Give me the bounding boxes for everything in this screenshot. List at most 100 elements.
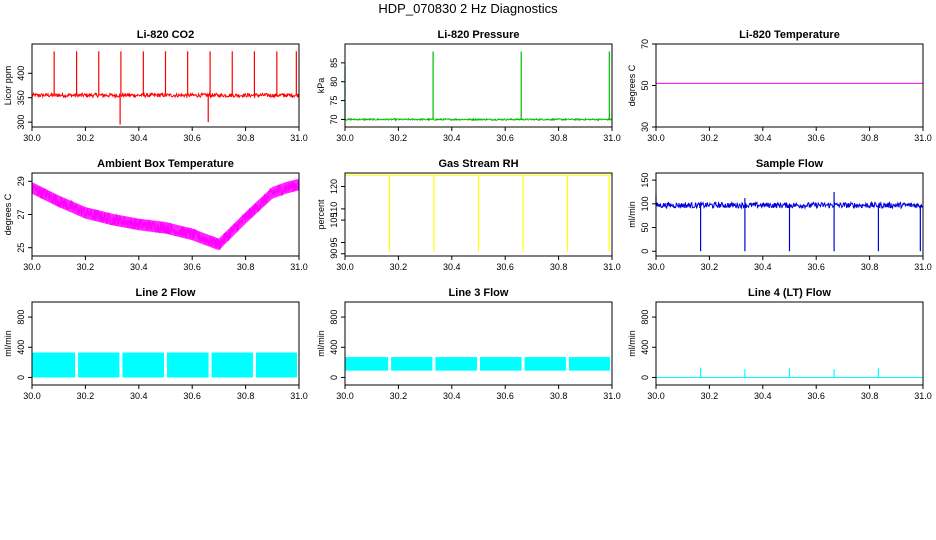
y-tick-label: 110 xyxy=(329,202,339,216)
x-tick-label: 30.2 xyxy=(390,262,408,272)
x-tick-label: 31.0 xyxy=(914,133,932,143)
data-series xyxy=(31,178,300,251)
y-tick-label: 70 xyxy=(640,39,650,49)
x-tick-label: 30.6 xyxy=(183,133,201,143)
plot-frame xyxy=(344,301,613,386)
chart-panel: Line 3 Flow ml/min 30.0 30.2 30.4 30.6 30.8 31.… xyxy=(316,287,621,401)
chart-panel: Line 2 Flow ml/min 30.0 30.2 30.4 30.6 30.8 31.… xyxy=(3,287,308,401)
x-tick-label: 31.0 xyxy=(603,391,621,401)
data-series xyxy=(345,174,612,252)
data-series xyxy=(32,352,297,378)
chart-title: Li-820 Temperature xyxy=(739,29,840,41)
y-axis-label: kPa xyxy=(316,78,326,94)
y-tick-label: 70 xyxy=(329,114,339,124)
x-tick-label: 30.4 xyxy=(130,262,148,272)
x-tick-label: 30.4 xyxy=(754,133,772,143)
y-tick-label: 80 xyxy=(329,77,339,87)
data-band xyxy=(568,357,610,371)
data-line xyxy=(655,200,924,210)
plot-frame xyxy=(344,43,613,128)
chart-title: Li-820 CO2 xyxy=(137,29,194,41)
x-tick-label: 30.6 xyxy=(807,262,825,272)
y-tick-label: 105 xyxy=(329,213,339,228)
y-tick-label: 800 xyxy=(16,310,26,325)
x-tick-label: 30.6 xyxy=(807,133,825,143)
x-tick-label: 30.2 xyxy=(390,133,408,143)
y-tick-label: 400 xyxy=(16,340,26,355)
plot-frame xyxy=(31,43,300,128)
data-band xyxy=(122,352,164,378)
y-tick-label: 400 xyxy=(329,340,339,355)
x-tick-label: 30.8 xyxy=(550,262,568,272)
data-series xyxy=(31,51,300,125)
data-series xyxy=(656,367,923,378)
y-tick-label: 150 xyxy=(640,173,650,188)
data-band xyxy=(524,357,566,371)
x-tick-label: 30.6 xyxy=(496,391,514,401)
x-tick-label: 30.4 xyxy=(130,391,148,401)
x-tick-label: 30.0 xyxy=(336,262,354,272)
y-tick-label: 400 xyxy=(16,66,26,81)
plot-frame xyxy=(344,172,613,257)
y-tick-label: 95 xyxy=(329,238,339,248)
y-tick-label: 30 xyxy=(640,122,650,132)
x-tick-label: 30.0 xyxy=(336,391,354,401)
y-tick-label: 85 xyxy=(329,58,339,68)
y-tick-label: 100 xyxy=(640,196,650,211)
data-band xyxy=(345,357,389,371)
plot-frame xyxy=(31,301,300,386)
y-tick-label: 27 xyxy=(16,209,26,219)
x-tick-label: 30.6 xyxy=(183,391,201,401)
data-series xyxy=(345,357,610,371)
x-tick-label: 30.6 xyxy=(496,133,514,143)
y-tick-label: 800 xyxy=(640,310,650,325)
data-series xyxy=(344,51,613,122)
x-tick-label: 31.0 xyxy=(603,133,621,143)
chart-panel: Li-820 Temperature degrees C 30.0 30.2 30.4 3… xyxy=(627,29,932,143)
plot-frame xyxy=(655,43,924,128)
x-tick-label: 30.6 xyxy=(183,262,201,272)
y-tick-label: 90 xyxy=(329,249,339,259)
data-envelope xyxy=(32,178,299,251)
y-tick-label: 25 xyxy=(16,243,26,253)
data-line xyxy=(344,117,613,122)
x-tick-label: 31.0 xyxy=(290,262,308,272)
x-tick-label: 30.0 xyxy=(23,262,41,272)
chart-panel: Line 4 (LT) Flow ml/min 30.0 30.2 30.4 30.6 30… xyxy=(627,287,932,401)
plot-frame xyxy=(31,172,300,257)
y-tick-label: 29 xyxy=(16,176,26,186)
y-tick-label: 120 xyxy=(329,179,339,194)
y-tick-label: 400 xyxy=(640,340,650,355)
y-axis-label: degrees C xyxy=(3,193,13,235)
y-axis-label: ml/min xyxy=(627,201,637,228)
x-tick-label: 30.4 xyxy=(754,391,772,401)
y-axis-label: ml/min xyxy=(316,330,326,357)
y-tick-label: 800 xyxy=(329,310,339,325)
x-tick-label: 30.8 xyxy=(861,262,879,272)
x-tick-label: 30.0 xyxy=(336,133,354,143)
y-axis-label: degrees C xyxy=(627,64,637,106)
x-tick-label: 31.0 xyxy=(290,391,308,401)
data-band xyxy=(435,357,477,371)
data-band xyxy=(480,357,522,371)
chart-title: Sample Flow xyxy=(756,158,824,170)
y-axis-label: ml/min xyxy=(627,330,637,357)
x-tick-label: 31.0 xyxy=(914,391,932,401)
x-tick-label: 31.0 xyxy=(603,262,621,272)
chart-panel: Ambient Box Temperature degrees C 30.0 30.2… xyxy=(3,158,308,272)
x-tick-label: 31.0 xyxy=(290,133,308,143)
x-tick-label: 30.8 xyxy=(237,391,255,401)
x-tick-label: 30.0 xyxy=(23,391,41,401)
x-tick-label: 30.8 xyxy=(550,133,568,143)
plot-frame xyxy=(655,172,924,257)
x-tick-label: 30.2 xyxy=(701,133,719,143)
chart-title: Ambient Box Temperature xyxy=(97,158,234,170)
x-tick-label: 30.2 xyxy=(701,391,719,401)
x-tick-label: 31.0 xyxy=(914,262,932,272)
chart-panel: Li-820 CO2 Licor ppm 30.0 30.2 30.4 30.6 30.8 3… xyxy=(3,29,308,143)
x-tick-label: 30.8 xyxy=(237,133,255,143)
figure-title: HDP_070830 2 Hz Diagnostics xyxy=(378,1,558,16)
chart-title: Gas Stream RH xyxy=(438,158,518,170)
chart-title: Li-820 Pressure xyxy=(438,29,520,41)
